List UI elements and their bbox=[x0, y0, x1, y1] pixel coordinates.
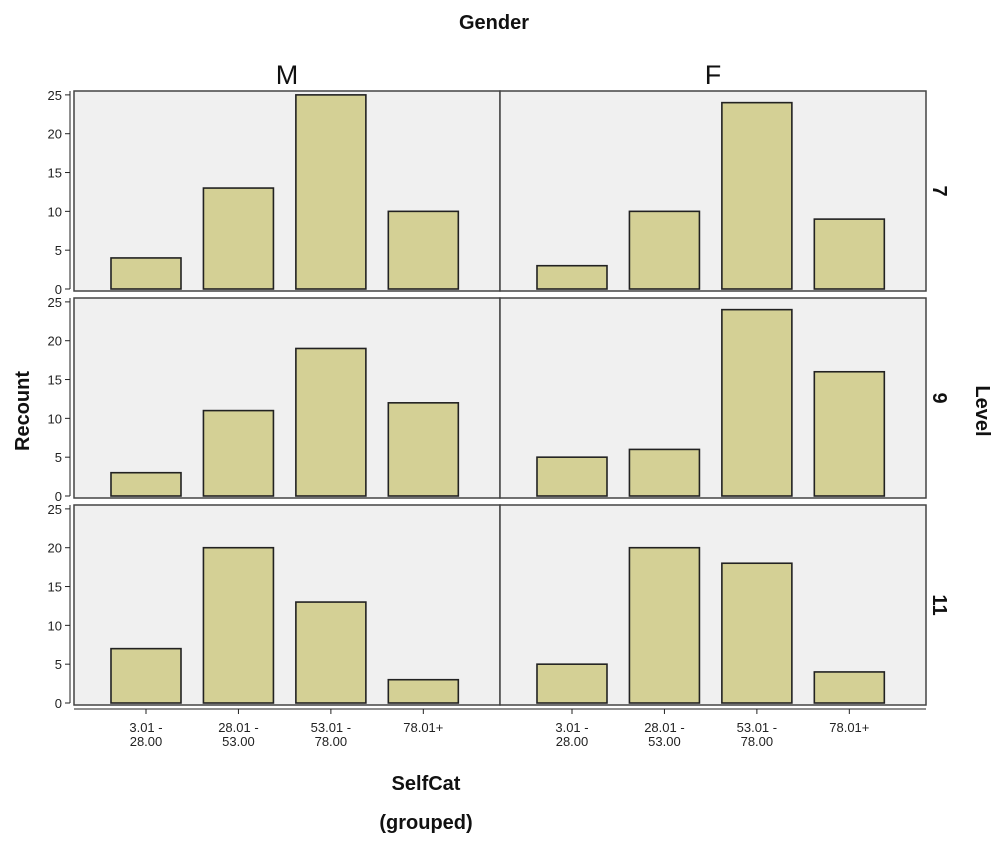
y-tick-label: 0 bbox=[55, 696, 62, 711]
row-facet-label-11: 11 bbox=[928, 594, 950, 615]
y-tick-label: 15 bbox=[48, 373, 62, 388]
x-tick-label: 28.00 bbox=[130, 734, 163, 749]
y-tick-label: 5 bbox=[55, 450, 62, 465]
x-tick-label: 28.00 bbox=[556, 734, 589, 749]
x-tick-label: 53.01 - bbox=[737, 720, 777, 735]
y-tick-label: 25 bbox=[48, 88, 62, 103]
y-axis-label: Recount bbox=[12, 371, 34, 451]
panels-layer: M F79110510152025051015202505101520253.01… bbox=[48, 60, 950, 749]
y-tick-label: 0 bbox=[55, 282, 62, 297]
x-tick-label: 3.01 - bbox=[555, 720, 588, 735]
x-tick-label: 28.01 - bbox=[644, 720, 684, 735]
bar bbox=[628, 448, 701, 497]
y-tick-label: 5 bbox=[55, 657, 62, 672]
y-tick-label: 25 bbox=[48, 295, 62, 310]
y-tick-label: 25 bbox=[48, 502, 62, 517]
y-tick-label: 20 bbox=[48, 541, 62, 556]
bar bbox=[813, 218, 886, 290]
row-facet-label-9: 9 bbox=[928, 392, 950, 403]
x-tick-label: 78.00 bbox=[741, 734, 774, 749]
panel-m-7: 0 5 10 15 20 25 bbox=[48, 88, 501, 297]
panel-m-11: 0 5 10 15 20 25 3.01 -28.00 28.01 -53.00 53.01 -… bbox=[48, 502, 501, 749]
column-facet-label-m: M bbox=[276, 60, 299, 90]
bar bbox=[628, 210, 701, 290]
y-tick-label: 10 bbox=[48, 618, 62, 633]
bar bbox=[295, 347, 367, 497]
panel-m-9: 0 5 10 15 20 25 bbox=[48, 295, 501, 504]
x-tick-label: 53.00 bbox=[648, 734, 681, 749]
panel-f-11: 3.01 -28.00 28.01 -53.00 53.01 -78.00 78.01… bbox=[499, 504, 927, 749]
y-tick-label: 20 bbox=[48, 127, 62, 142]
bar bbox=[110, 647, 182, 704]
bar bbox=[110, 257, 182, 290]
column-facet-title: Gender bbox=[459, 12, 529, 34]
bar bbox=[813, 671, 886, 704]
y-tick-label: 5 bbox=[55, 243, 62, 258]
bar bbox=[628, 546, 701, 704]
bar bbox=[202, 546, 275, 704]
y-tick-label: 15 bbox=[48, 166, 62, 181]
bar bbox=[536, 264, 608, 290]
bar bbox=[387, 402, 460, 497]
row-facet-label-7: 7 bbox=[928, 185, 950, 196]
bar bbox=[110, 471, 182, 497]
row-facet-title: Level bbox=[971, 385, 993, 436]
bar bbox=[295, 94, 367, 290]
x-tick-label: 53.01 - bbox=[311, 720, 351, 735]
bar bbox=[721, 101, 793, 290]
panel-f-7 bbox=[499, 90, 927, 292]
x-tick-label: 78.01+ bbox=[403, 720, 443, 735]
bar bbox=[387, 210, 460, 290]
x-axis-label-line2: (grouped) bbox=[379, 812, 472, 834]
x-tick-label: 3.01 - bbox=[129, 720, 162, 735]
y-tick-label: 0 bbox=[55, 489, 62, 504]
x-tick-label: 78.01+ bbox=[829, 720, 869, 735]
y-tick-label: 10 bbox=[48, 204, 62, 219]
x-tick-label: 78.00 bbox=[315, 734, 348, 749]
y-tick-label: 20 bbox=[48, 334, 62, 349]
bar bbox=[387, 678, 460, 704]
column-facet-label-f: F bbox=[705, 60, 722, 90]
bar bbox=[721, 308, 793, 497]
y-tick-label: 10 bbox=[48, 411, 62, 426]
panel-f-9 bbox=[499, 297, 927, 499]
bar bbox=[202, 187, 275, 290]
x-tick-label: 53.00 bbox=[222, 734, 255, 749]
bar bbox=[202, 409, 275, 497]
y-tick-label: 15 bbox=[48, 580, 62, 595]
bar bbox=[536, 456, 608, 497]
bar bbox=[813, 370, 886, 497]
bar bbox=[295, 601, 367, 704]
x-axis-label-line1: SelfCat bbox=[392, 773, 461, 795]
bar bbox=[536, 663, 608, 704]
x-tick-label: 28.01 - bbox=[218, 720, 258, 735]
bar bbox=[721, 562, 793, 704]
